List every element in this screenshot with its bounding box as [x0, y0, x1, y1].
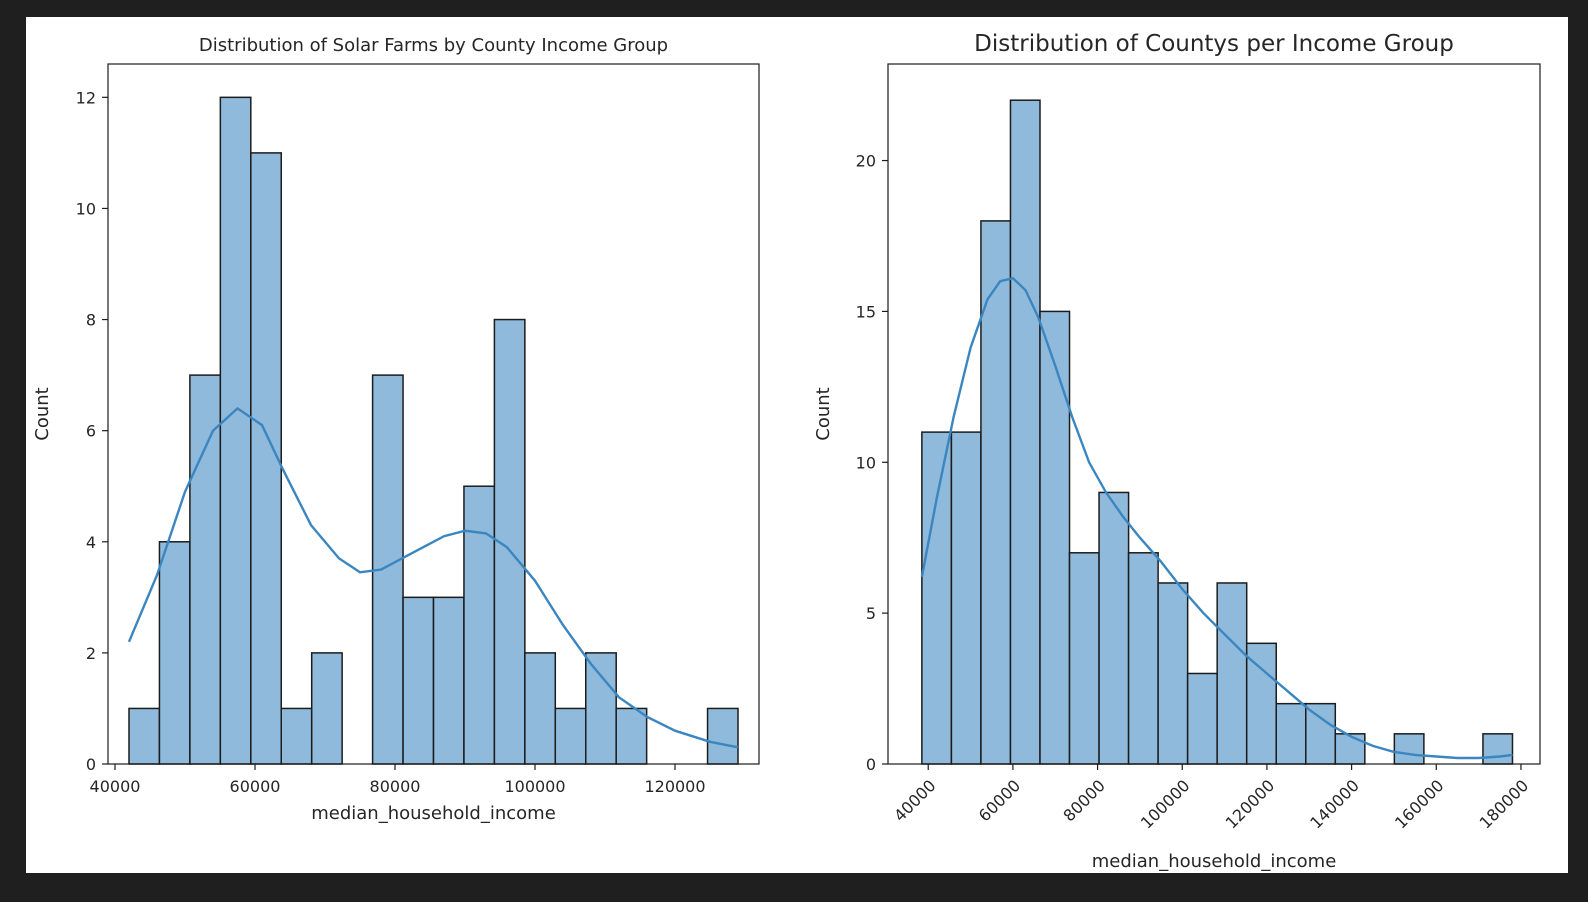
histogram-bar — [706, 707, 739, 765]
histogram-bar — [950, 431, 982, 765]
histogram-bar — [280, 707, 313, 765]
y-tick-label: 20 — [856, 152, 876, 171]
histogram-bar — [1245, 642, 1277, 765]
y-tick-label: 6 — [86, 422, 96, 441]
y-tick-label: 8 — [86, 311, 96, 330]
histogram-bar — [1157, 582, 1189, 765]
histogram-bar — [980, 220, 1012, 765]
y-tick-label: 0 — [86, 755, 96, 774]
x-tick-label: 100000 — [504, 777, 565, 796]
histogram-bar — [554, 707, 587, 765]
y-tick-label: 5 — [866, 604, 876, 623]
histogram-bar — [463, 485, 496, 765]
histogram-bar — [310, 652, 343, 765]
figure-canvas: 40000 60000 80000 100000 120000 0 2 4 6 8 10 12 Dist… — [26, 17, 1568, 873]
x-tick-label: 60000 — [975, 776, 1024, 825]
histogram-bar — [219, 96, 252, 765]
histogram-bar — [1186, 672, 1218, 765]
histogram-bar — [1098, 491, 1130, 765]
kde-curve — [127, 406, 739, 749]
histogram-bar — [1275, 702, 1307, 765]
histogram-bar — [1127, 552, 1159, 765]
y-tick-label: 2 — [86, 644, 96, 663]
histogram-bar — [1305, 702, 1337, 765]
x-tick-label: 80000 — [1059, 776, 1108, 825]
axes-frame — [107, 63, 760, 765]
histogram-bar — [1216, 582, 1248, 765]
histogram-bar — [615, 707, 648, 765]
axes-frame — [887, 63, 1541, 765]
histogram-bar — [250, 152, 283, 765]
histogram-bar — [1068, 552, 1100, 765]
y-tick-label: 10 — [76, 199, 96, 218]
y-tick-label: 12 — [76, 88, 96, 107]
histogram-bar — [189, 374, 222, 765]
chart-solar-farms: 40000 60000 80000 100000 120000 0 2 4 6 8 10 12 Dist… — [32, 35, 760, 824]
y-tick-label: 15 — [856, 302, 876, 321]
x-tick-label: 40000 — [90, 777, 141, 796]
x-tick-label: 100000 — [1137, 776, 1194, 833]
histogram-bar — [585, 652, 617, 765]
y-tick-label: 4 — [86, 533, 96, 552]
x-tick-label: 120000 — [644, 777, 705, 796]
histogram-bar — [1039, 310, 1071, 765]
figure-svg: 40000 60000 80000 100000 120000 0 2 4 6 8 10 12 Dist… — [32, 31, 1541, 872]
x-tick-label: 180000 — [1476, 776, 1533, 833]
x-tick-label: 140000 — [1306, 776, 1363, 833]
y-axis-label: Count — [813, 387, 834, 440]
histogram-bar — [524, 652, 557, 765]
chart-title: Distribution of Countys per Income Group — [974, 31, 1454, 57]
x-tick-label: 160000 — [1391, 776, 1448, 833]
y-tick-label: 0 — [866, 755, 876, 774]
histogram-bar — [1393, 733, 1425, 765]
y-tick-label: 10 — [856, 453, 876, 472]
kde-curve — [920, 276, 1513, 760]
x-axis-label: median_household_income — [311, 803, 556, 824]
histogram-bar — [1334, 733, 1366, 765]
x-axis-label: median_household_income — [1092, 851, 1337, 872]
histogram-bar — [158, 541, 191, 765]
x-tick-label: 80000 — [370, 777, 421, 796]
x-tick-label: 40000 — [890, 776, 939, 825]
x-tick-label: 120000 — [1222, 776, 1279, 833]
histogram-bar — [402, 596, 435, 765]
chart-title: Distribution of Solar Farms by County In… — [199, 35, 668, 56]
chart-counties: 40000 60000 80000 100000 120000 140000 160000 1… — [813, 31, 1541, 872]
histogram-bar — [921, 431, 953, 765]
histogram-bar — [128, 707, 161, 765]
x-tick-label: 60000 — [230, 777, 281, 796]
histogram-bar — [1482, 733, 1514, 765]
histogram-bar — [432, 596, 465, 765]
y-axis-label: Count — [32, 387, 53, 440]
histogram-bar — [1009, 99, 1041, 765]
